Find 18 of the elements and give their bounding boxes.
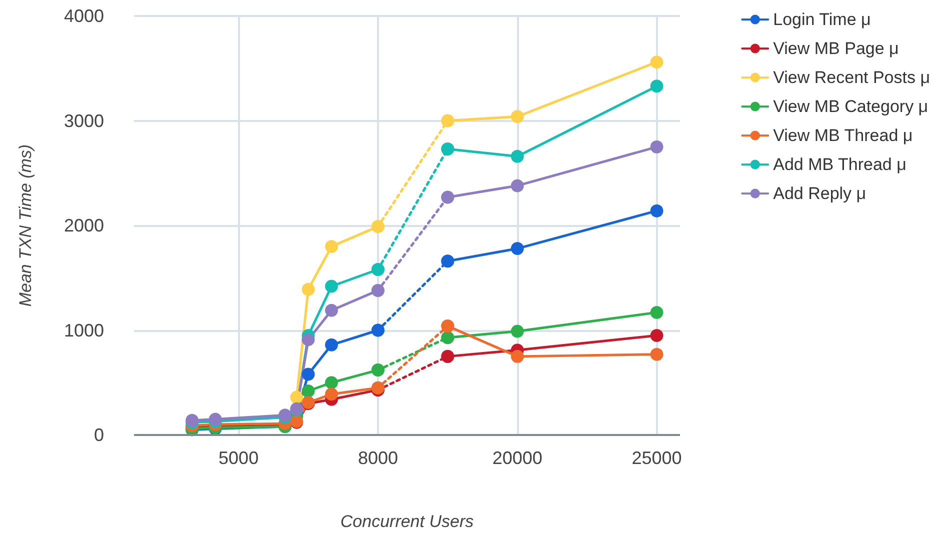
legend-label: Add Reply μ (773, 184, 866, 203)
y-tick-label: 4000 (64, 6, 104, 26)
y-tick-label: 3000 (64, 110, 104, 131)
legend-label: View MB Page μ (773, 39, 899, 58)
x-tick-label: 8000 (358, 448, 398, 468)
legend-label: View Recent Posts μ (773, 68, 930, 87)
legend-label: View MB Thread μ (773, 126, 913, 145)
x-tick-label: 20000 (492, 448, 542, 468)
legend-label: Login Time μ (773, 10, 871, 29)
legend-label: Add MB Thread μ (773, 155, 906, 174)
x-axis-title: Concurrent Users (340, 512, 474, 531)
legend-label: View MB Category μ (773, 97, 928, 116)
x-tick-label: 25000 (632, 448, 682, 468)
y-tick-label: 1000 (64, 320, 104, 340)
x-tick-label: 5000 (218, 448, 259, 468)
y-axis-title: Mean TXN Time (ms) (16, 144, 35, 307)
y-tick-label: 0 (94, 425, 104, 445)
y-tick-label: 2000 (64, 216, 104, 236)
